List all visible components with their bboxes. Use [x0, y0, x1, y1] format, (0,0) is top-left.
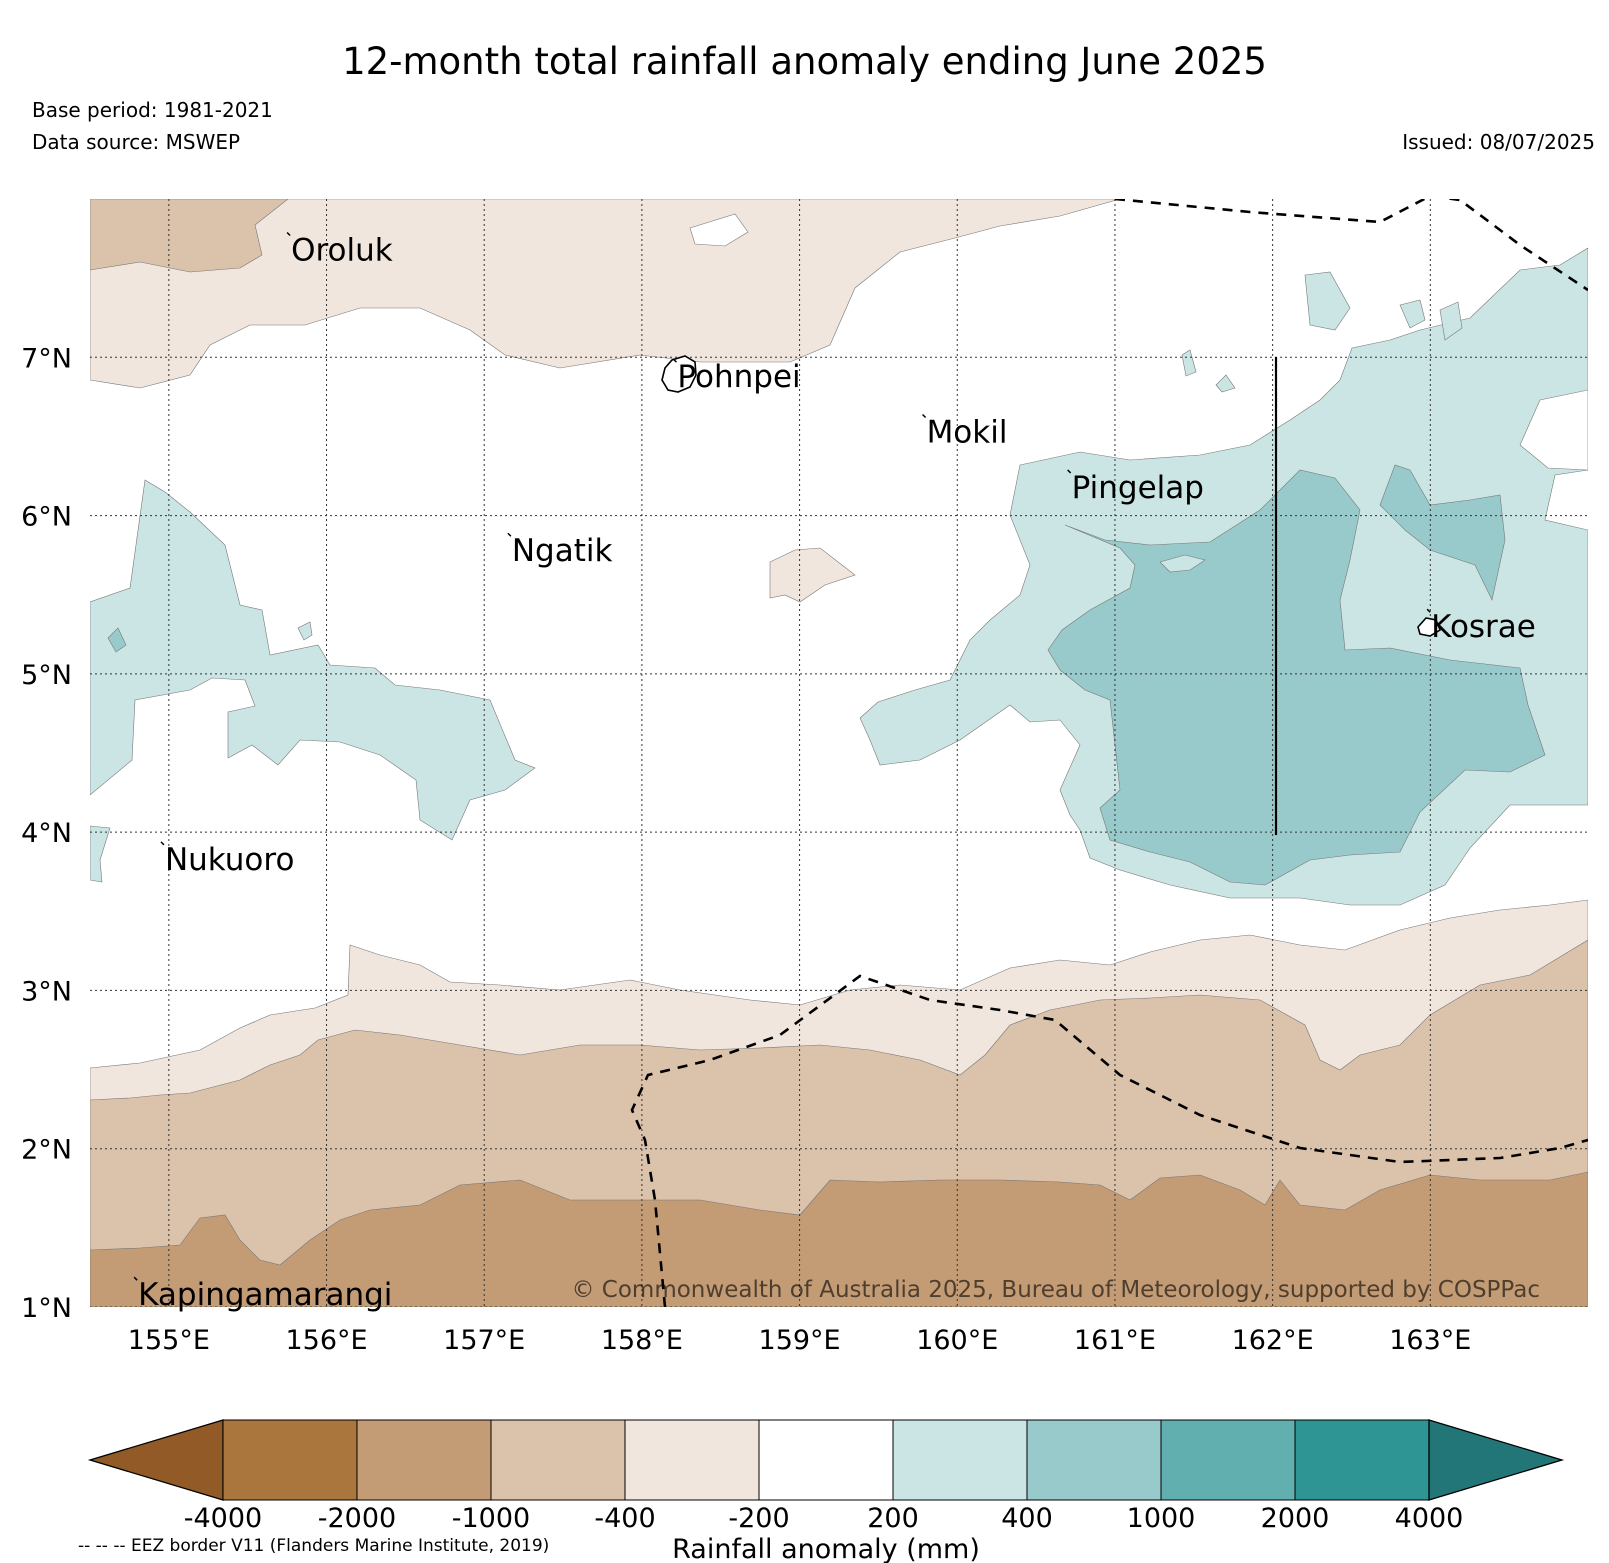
island-label: Ngatik: [512, 533, 613, 569]
lon-tick-label: 160°E: [916, 1325, 998, 1356]
island-marker: [160, 841, 165, 846]
colorbar-swatch: [1160, 1419, 1296, 1501]
colorbar-tick-label: 400: [1001, 1503, 1053, 1534]
colorbar-ticks: -4000 -2000 -1000 -400 -200 200 400 1000 2000 400…: [184, 1503, 1464, 1534]
colorbar-tick-label: -400: [594, 1503, 655, 1534]
latitude-axis: 7°N 6°N 5°N 4°N 3°N 2°N 1°N: [21, 343, 72, 1324]
colorbar-swatch: [356, 1419, 492, 1501]
colorbar-swatch: [624, 1419, 760, 1501]
contour-dry-northwest: [90, 199, 289, 273]
island-marker: [922, 413, 927, 419]
island-marker: [286, 231, 291, 237]
island-label: Nukuoro: [165, 842, 294, 878]
eez-border-north: [1114, 199, 1588, 292]
contour-wet-west: [90, 479, 536, 841]
lon-tick-label: 158°E: [601, 1325, 683, 1356]
colorbar-tick-label: 4000: [1395, 1503, 1464, 1534]
colorbar-tick-label: 2000: [1261, 1503, 1330, 1534]
island-marker: [507, 532, 512, 537]
contour-wet-islet-4: [1181, 349, 1197, 377]
contour-wet-west-small: [90, 825, 111, 883]
contour-dry-north: [90, 199, 1121, 389]
eez-border-note: -- -- -- EEZ border V11 (Flanders Marine…: [78, 1536, 550, 1556]
colorbar-tick-label: -4000: [184, 1503, 262, 1534]
colorbar: [87, 1419, 1565, 1501]
lat-tick-label: 4°N: [21, 818, 72, 849]
colorbar-swatch: [758, 1419, 894, 1501]
lon-tick-label: 159°E: [759, 1325, 841, 1356]
colorbar-extend-low: [87, 1419, 224, 1501]
colorbar-tick-label: 200: [867, 1503, 919, 1534]
contour-wet-west-dot: [297, 621, 313, 641]
island-labels: Oroluk Pohnpei Mokil Pingelap Ngatik Kosrae Nu…: [133, 231, 1536, 1313]
lat-tick-label: 7°N: [21, 343, 72, 374]
island-marker: [133, 1276, 138, 1281]
island-label: Kapingamarangi: [138, 1277, 392, 1313]
island-label: Mokil: [927, 415, 1008, 451]
contour-wet-islet-5: [1215, 374, 1236, 393]
contour-hole-north: [689, 213, 749, 247]
colorbar-tick-label: -2000: [318, 1503, 396, 1534]
colorbar-label: Rainfall anomaly (mm): [672, 1534, 980, 1563]
island-label: Oroluk: [291, 232, 393, 268]
longitude-axis: 155°E 156°E 157°E 158°E 159°E 160°E 161°E 162°E…: [128, 1325, 1472, 1356]
pohnpei-outline: [661, 355, 697, 393]
colorbar-tick-label: -200: [728, 1503, 789, 1534]
contour-wet-east-core: [1047, 469, 1546, 886]
contour-wet-east-core2: [1379, 464, 1506, 601]
contour-dry-south-dark: [90, 1171, 1588, 1307]
island-label: Pingelap: [1072, 470, 1204, 506]
contour-wet-islet-1: [1304, 271, 1351, 331]
lat-tick-label: 5°N: [21, 660, 72, 691]
contour-wet-west-medium: [107, 627, 127, 653]
colorbar-extend-high: [1428, 1419, 1565, 1501]
colorbar-tick-label: -1000: [452, 1503, 530, 1534]
island-marker: [1426, 608, 1431, 613]
lon-tick-label: 162°E: [1232, 1325, 1314, 1356]
lon-tick-label: 156°E: [285, 1325, 367, 1356]
colorbar-swatch: [1294, 1419, 1430, 1501]
lon-tick-label: 163°E: [1389, 1325, 1471, 1356]
map-title: 12-month total rainfall anomaly ending J…: [342, 40, 1267, 83]
colorbar-swatch: [892, 1419, 1028, 1501]
kosrae-outline: [1417, 617, 1441, 637]
base-period-note: Base period: 1981-2021: [32, 98, 273, 122]
island-label: Kosrae: [1431, 609, 1536, 645]
data-source-note: Data source: MSWEP: [32, 130, 241, 154]
contour-dry-spot: [769, 547, 856, 603]
map-area: [90, 199, 1588, 1307]
lat-tick-label: 2°N: [21, 1135, 72, 1166]
island-marker: [1067, 469, 1072, 474]
colorbar-tick-label: 1000: [1127, 1503, 1196, 1534]
lon-tick-label: 157°E: [443, 1325, 525, 1356]
lon-tick-label: 155°E: [128, 1325, 210, 1356]
colorbar-swatch: [222, 1419, 358, 1501]
contour-hole-east: [1519, 389, 1588, 471]
lat-tick-label: 6°N: [21, 502, 72, 533]
contour-wet-islet-2: [1399, 299, 1426, 329]
island-marker: [672, 358, 677, 363]
copyright-notice: © Commonwealth of Australia 2025, Bureau…: [571, 1277, 1540, 1303]
island-label: Pohnpei: [677, 359, 800, 395]
contour-hole-east-small: [1159, 554, 1206, 573]
colorbar-swatch: [490, 1419, 626, 1501]
contour-wet-islet-3: [1439, 301, 1463, 341]
issued-date: Issued: 08/07/2025: [1402, 130, 1595, 154]
lat-tick-label: 1°N: [21, 1293, 72, 1324]
colorbar-swatch: [1026, 1419, 1162, 1501]
lon-tick-label: 161°E: [1074, 1325, 1156, 1356]
lat-tick-label: 3°N: [21, 976, 72, 1007]
